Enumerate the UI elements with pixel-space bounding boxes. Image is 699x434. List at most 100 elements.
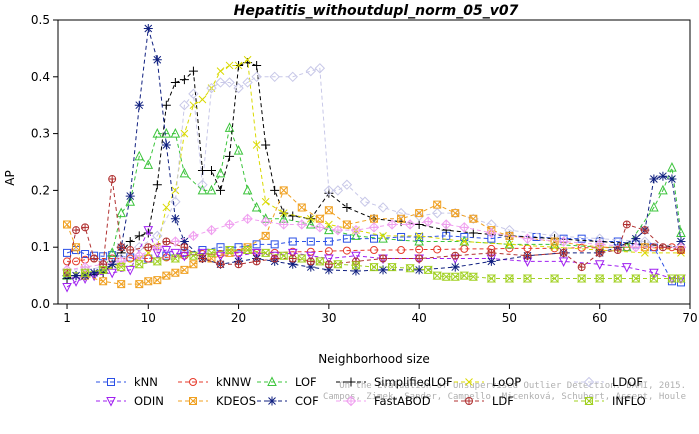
point-kdeos-29 xyxy=(550,237,559,246)
point-simplifiedlof-22 xyxy=(261,140,271,150)
point-kdeos-8 xyxy=(162,271,171,280)
point-lof-25 xyxy=(414,235,424,246)
point-inflo-18 xyxy=(387,263,397,272)
point-odin-19 xyxy=(351,251,361,262)
point-loop-10 xyxy=(189,101,198,110)
point-loop-17 xyxy=(252,141,261,149)
y-tick-label-2: 0.2 xyxy=(31,183,50,197)
point-kdeos-18 xyxy=(315,214,324,223)
point-inflo-9 xyxy=(224,246,235,255)
point-ldf-27 xyxy=(595,248,604,257)
legend-label-knnw: kNNW xyxy=(216,375,251,389)
point-ldf-3 xyxy=(90,254,99,263)
legend-entry-lof: LOF xyxy=(257,375,317,389)
point-ldof-7 xyxy=(179,99,190,111)
point-simplifiedlof-17 xyxy=(216,185,226,195)
point-odin-15 xyxy=(269,251,280,262)
legend-label-lof: LOF xyxy=(295,375,317,389)
point-ldof-15 xyxy=(251,71,262,83)
point-ldof-24 xyxy=(377,202,389,213)
x-tick-label-4: 40 xyxy=(412,311,427,325)
point-lof-17 xyxy=(242,184,253,195)
point-ldf-17 xyxy=(306,257,315,266)
point-ldf-21 xyxy=(415,254,424,263)
point-lof-6 xyxy=(134,150,145,161)
legend-entry-inflo: INFLO xyxy=(574,394,646,408)
point-kdeos-16 xyxy=(279,186,288,195)
point-simplifiedlof-13 xyxy=(179,75,189,85)
point-fastabod-13 xyxy=(296,219,307,230)
point-odin-14 xyxy=(251,248,262,259)
point-simplifiedlof-12 xyxy=(170,77,180,87)
point-odin-10 xyxy=(179,251,190,262)
point-loop-24 xyxy=(415,231,423,240)
watermark-citation: On the Evaluation of Unsupervised Outlie… xyxy=(323,381,686,402)
point-knnw-6 xyxy=(144,254,153,263)
point-fastabod-21 xyxy=(441,219,452,230)
point-ldf-5 xyxy=(108,175,117,184)
point-inflo-27 xyxy=(504,274,515,283)
y-tick-label-1: 0.1 xyxy=(31,240,50,254)
point-fastabod-8 xyxy=(206,224,217,236)
point-simplifiedlof-33 xyxy=(468,228,478,238)
point-lof-16 xyxy=(233,145,244,155)
point-odin-4 xyxy=(107,268,117,279)
point-lof-14 xyxy=(215,167,226,178)
x-tick-label-3: 30 xyxy=(321,311,336,325)
point-ldf-24 xyxy=(523,251,532,260)
legend-entry-simplifiedlof: SimplifiedLOF xyxy=(336,375,453,389)
point-cof-33 xyxy=(649,174,659,184)
point-loop-15 xyxy=(234,61,243,70)
point-kdeos-24 xyxy=(433,200,442,209)
point-ldof-18 xyxy=(305,65,317,77)
point-fastabod-10 xyxy=(242,213,253,225)
legend-label-simplifiedlof: SimplifiedLOF xyxy=(374,375,453,389)
point-inflo-25 xyxy=(468,272,479,281)
point-loop-7 xyxy=(162,203,171,212)
point-lof-15 xyxy=(224,122,235,132)
point-knnw-20 xyxy=(415,245,424,254)
point-kdeos-25 xyxy=(451,209,460,218)
point-ldof-12 xyxy=(224,77,235,88)
x-tick-label-6: 60 xyxy=(592,311,607,325)
point-inflo-17 xyxy=(369,263,379,272)
point-cof-35 xyxy=(667,174,677,184)
legend-marker-kdeos xyxy=(189,397,197,405)
point-simplifiedlof-25 xyxy=(288,211,298,221)
point-inflo-34 xyxy=(649,274,659,283)
point-kdeos-1 xyxy=(72,243,81,252)
point-fastabod-15 xyxy=(332,224,344,236)
point-cof-1 xyxy=(71,271,81,281)
legend-marker-lof xyxy=(267,376,277,386)
point-inflo-5 xyxy=(152,257,163,266)
point-simplifiedlof-16 xyxy=(206,166,216,176)
point-ldof-5 xyxy=(152,230,163,242)
point-odin-6 xyxy=(143,226,154,236)
point-knn-18 xyxy=(342,234,351,243)
point-knn-17 xyxy=(324,237,333,246)
point-inflo-30 xyxy=(576,274,587,283)
point-lof-33 xyxy=(667,162,677,172)
point-simplifiedlof-23 xyxy=(270,185,280,195)
point-inflo-0 xyxy=(62,268,72,277)
point-fastabod-17 xyxy=(368,222,380,233)
point-cof-36 xyxy=(676,237,686,247)
legend-label-knn: kNN xyxy=(134,375,158,389)
point-inflo-26 xyxy=(486,274,497,283)
point-ldf-25 xyxy=(559,248,568,257)
point-inflo-6 xyxy=(170,254,181,263)
point-kdeos-3 xyxy=(99,277,108,286)
point-fastabod-26 xyxy=(594,239,605,250)
point-inflo-11 xyxy=(260,248,271,257)
point-inflo-23 xyxy=(450,272,460,281)
point-odin-18 xyxy=(324,254,334,265)
series-line-lof xyxy=(66,126,682,277)
point-loop-8 xyxy=(171,186,180,195)
point-cof-24 xyxy=(414,265,424,275)
point-odin-13 xyxy=(233,251,244,262)
legend-entry-fastabod: FastABOD xyxy=(336,394,431,408)
point-loop-16 xyxy=(243,55,252,64)
point-cof-5 xyxy=(107,259,117,269)
point-lof-31 xyxy=(649,201,659,212)
watermark-line-2: On the Evaluation of Unsupervised Outlie… xyxy=(339,381,686,391)
